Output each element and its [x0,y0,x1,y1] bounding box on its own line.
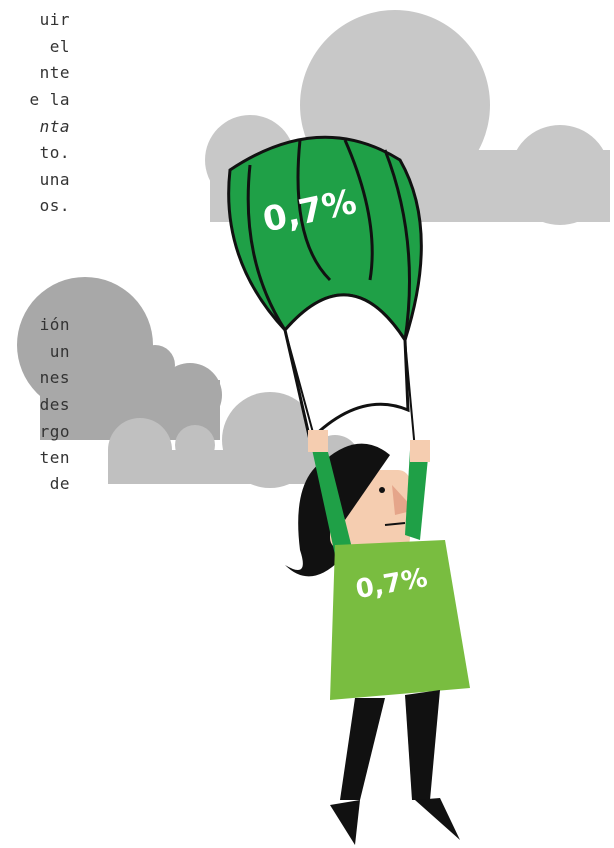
girl [285,430,470,845]
text-line: nte [40,63,70,83]
text-line: nta [40,117,70,137]
text-line: de [50,474,70,494]
page: {"text_lines": ["uir", "el", "nte", "e l… [0,0,614,848]
text-line: uir [40,10,70,30]
illustration: 0,7% 0,7% [0,0,614,848]
text-line: rgo [40,422,70,442]
text-line: ión [40,315,70,335]
text-line: des [40,395,70,415]
text-line: un [50,342,70,362]
text-line: to. [40,143,70,163]
text-line: nes [40,368,70,388]
text-line: ten [40,448,70,468]
text-line: una [40,170,70,190]
text-line: el [50,37,70,57]
cloud [17,277,222,440]
text-line: e la [29,90,70,110]
text-line: os. [40,196,70,216]
